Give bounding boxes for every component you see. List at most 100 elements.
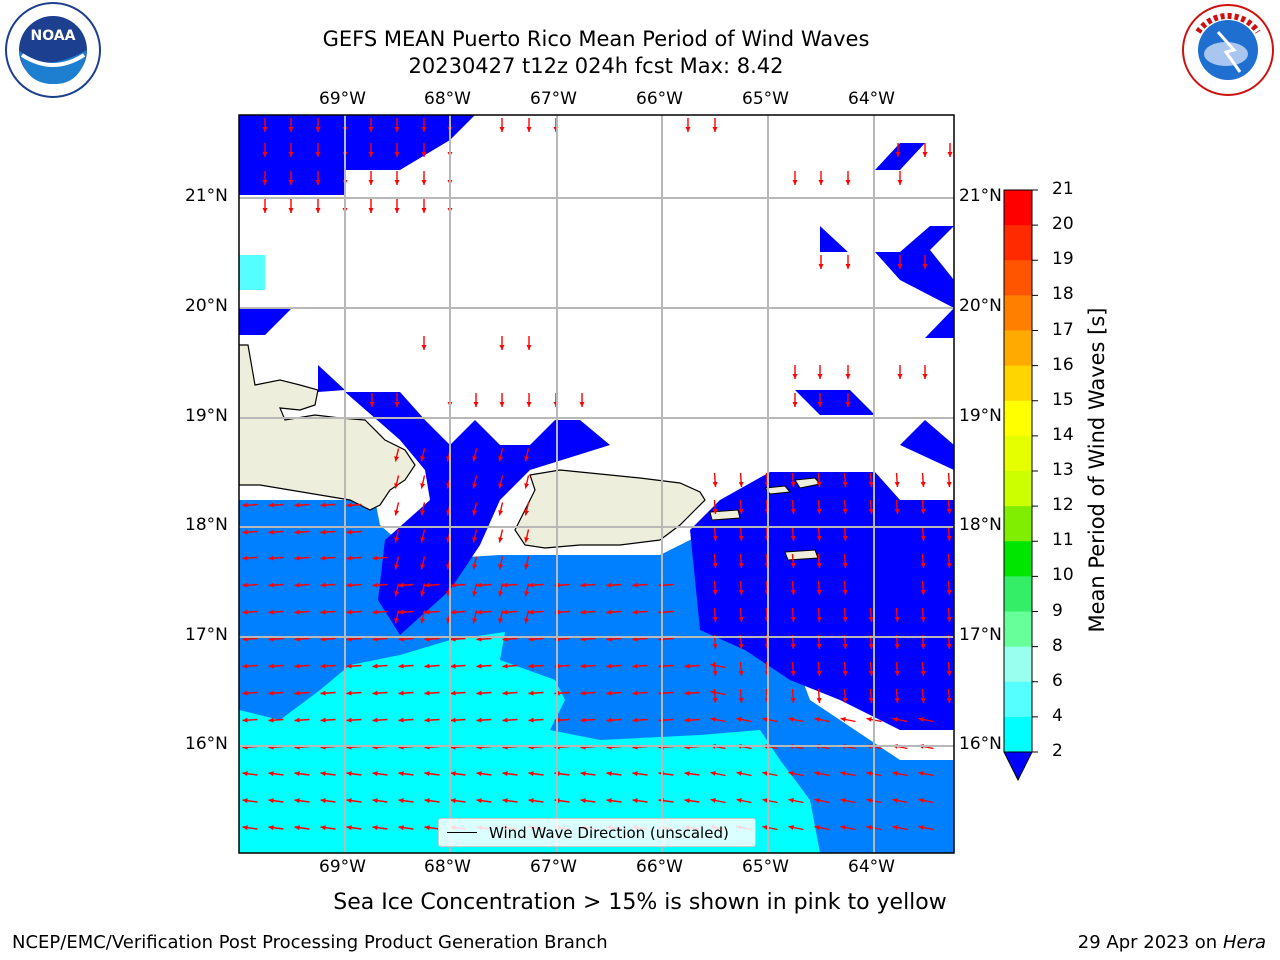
wave-direction-arrow	[394, 502, 400, 516]
title-line2: 20230427 t12z 024h fcst Max: 8.42	[408, 54, 784, 78]
wave-direction-arrow	[606, 609, 622, 615]
map-legend: Wind Wave Direction (unscaled)	[438, 818, 756, 847]
wave-direction-arrow	[268, 502, 284, 508]
wave-direction-arrow	[920, 607, 926, 623]
wave-direction-arrow	[762, 798, 778, 804]
wave-direction-arrow	[579, 393, 585, 407]
wave-direction-arrow	[346, 582, 362, 588]
wave-direction-arrow	[498, 475, 504, 489]
wave-direction-arrow	[712, 118, 718, 132]
wave-direction-arrow	[684, 690, 700, 696]
lat-tick-right: 17°N	[959, 625, 1002, 645]
wave-direction-arrow	[738, 499, 744, 515]
wave-direction-arrow	[894, 607, 900, 623]
wave-direction-arrow	[346, 825, 362, 831]
wave-direction-arrow	[710, 690, 726, 696]
wave-direction-arrow	[424, 663, 440, 669]
wave-direction-arrow	[580, 717, 596, 723]
wave-direction-arrow	[368, 171, 374, 185]
wave-direction-arrow	[394, 171, 400, 185]
wave-direction-arrow	[372, 609, 388, 615]
colorbar-segment	[1004, 225, 1032, 261]
wave-direction-arrow	[684, 663, 700, 669]
lat-tick-left: 16°N	[185, 734, 228, 754]
colorbar-tick-label: 12	[1052, 495, 1074, 516]
wave-direction-arrow	[918, 798, 934, 804]
wave-direction-arrow	[685, 118, 691, 132]
wave-direction-arrow	[288, 118, 294, 132]
wave-direction-arrow	[394, 448, 400, 462]
wave-direction-arrow	[816, 553, 822, 569]
colorbar-tick-label: 11	[1052, 530, 1074, 551]
wave-direction-arrow	[398, 717, 414, 723]
sea-ice-caption: Sea Ice Concentration > 15% is shown in …	[333, 890, 947, 915]
wave-direction-arrow	[528, 717, 544, 723]
wave-direction-arrow	[580, 690, 596, 696]
wave-direction-arrow	[242, 502, 258, 508]
wave-direction-arrow	[738, 553, 744, 569]
wave-direction-arrow	[320, 582, 336, 588]
wave-direction-arrow	[472, 583, 478, 597]
wave-direction-arrow	[320, 609, 336, 615]
lon-tick-bottom: 68°W	[424, 857, 471, 877]
colorbar-tick-label: 2	[1052, 741, 1063, 761]
wave-direction-arrow	[498, 610, 504, 624]
wave-direction-arrow	[315, 118, 321, 132]
wave-direction-arrow	[868, 472, 874, 488]
colorbar-tick-label: 9	[1052, 600, 1063, 621]
wave-direction-arrow	[398, 825, 414, 831]
wave-direction-arrow	[499, 393, 505, 407]
wave-direction-arrow	[368, 199, 374, 213]
wave-direction-arrow	[498, 583, 504, 597]
wave-direction-arrow	[788, 771, 804, 777]
wave-direction-arrow	[394, 583, 400, 597]
wave-direction-arrow	[738, 607, 744, 623]
lon-tick-top: 68°W	[424, 89, 471, 109]
colorbar-segment	[1004, 576, 1032, 612]
wave-direction-arrow	[242, 771, 258, 777]
wave-period-region-under-2-b	[345, 392, 610, 635]
wave-direction-arrow	[920, 499, 926, 515]
wave-direction-arrow	[632, 717, 648, 723]
wave-direction-arrow	[606, 771, 622, 777]
wave-direction-arrow	[394, 556, 400, 570]
wave-direction-arrow	[498, 556, 504, 570]
wave-direction-arrow	[792, 365, 798, 379]
wave-direction-arrow	[320, 825, 336, 831]
wave-direction-arrow	[498, 448, 504, 462]
wave-direction-arrow	[294, 798, 310, 804]
wave-direction-arrow	[712, 607, 718, 623]
wave-direction-arrow	[346, 502, 362, 508]
wave-direction-arrow	[262, 118, 268, 132]
wave-direction-arrow	[242, 663, 258, 669]
wave-direction-arrow	[346, 771, 362, 777]
wave-direction-arrow	[394, 143, 400, 157]
wave-direction-arrow	[320, 690, 336, 696]
wave-direction-arrow	[424, 825, 440, 831]
wave-direction-arrow	[712, 553, 718, 569]
wave-direction-arrow	[814, 717, 830, 723]
wave-direction-arrow	[946, 580, 952, 596]
wave-direction-arrow	[472, 475, 478, 489]
colorbar-segment	[1004, 611, 1032, 648]
wave-direction-arrow	[294, 690, 310, 696]
wave-direction-arrow	[526, 393, 532, 407]
colorbar	[1003, 189, 1038, 782]
lat-tick-right: 18°N	[959, 515, 1002, 535]
wave-direction-arrow	[346, 690, 362, 696]
wave-direction-arrow	[816, 499, 822, 515]
wave-direction-arrow	[398, 690, 414, 696]
colorbar-title: Mean Period of Wind Waves [s]	[1085, 307, 1109, 633]
colorbar-tick-label: 15	[1052, 389, 1074, 410]
wave-direction-arrow	[922, 365, 928, 379]
lon-tick-bottom: 65°W	[742, 857, 789, 877]
wave-direction-arrow	[372, 771, 388, 777]
wave-direction-arrow	[502, 717, 518, 723]
wave-period-region-under-2-e	[820, 226, 848, 252]
wave-direction-arrow	[840, 717, 856, 723]
wave-direction-arrow	[268, 825, 284, 831]
wave-direction-arrow	[918, 825, 934, 831]
wave-direction-arrow	[792, 393, 798, 407]
wave-direction-arrow	[294, 529, 310, 535]
